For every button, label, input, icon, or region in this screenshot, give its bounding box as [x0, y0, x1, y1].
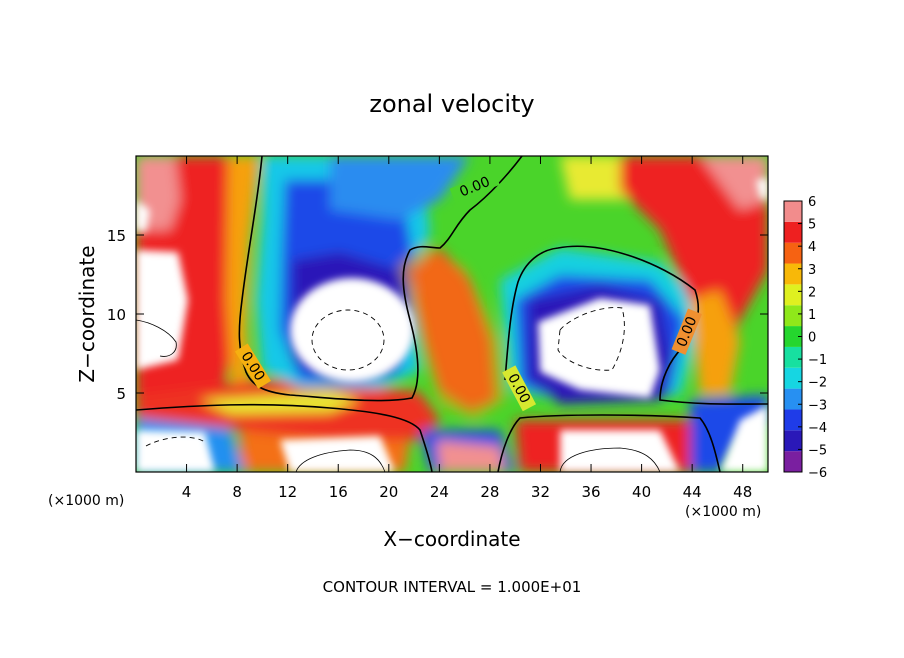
y-tick-label: 10 [107, 306, 126, 324]
contour-dashed-right-vortex [557, 307, 625, 371]
colorbar-swatch [784, 201, 802, 222]
contour-interval-note: CONTOUR INTERVAL = 1.000E+01 [323, 578, 582, 596]
colorbar-label: 1 [808, 308, 816, 323]
x-unit-right: (×1000 m) [685, 504, 761, 520]
x-tick-label: 4 [182, 483, 192, 501]
colorbar-swatch [784, 430, 802, 452]
white-bottom-left [136, 430, 215, 472]
x-unit-left: (×1000 m) [48, 493, 124, 509]
colorbar-label: 3 [808, 263, 816, 278]
colorbar-swatch [784, 388, 802, 410]
colorbar-swatch [784, 284, 802, 306]
colorbar-label: 6 [808, 195, 816, 210]
field-pink-top-right [700, 156, 768, 210]
x-tick-label: 40 [632, 483, 651, 501]
y-axis: 5 10 15 [107, 227, 768, 403]
thin-contours [136, 319, 661, 472]
white-top-left-edge [136, 200, 150, 232]
colorbar-swatch [784, 409, 802, 431]
contour-thin-bottom-right [559, 447, 661, 472]
contour-thin-left-edge [136, 319, 177, 357]
x-tick-label: 32 [531, 483, 550, 501]
out-of-range-regions [136, 178, 768, 472]
x-tick-label: 16 [329, 483, 348, 501]
contour-dashed-bottom-left [145, 436, 206, 447]
x-axis-label: X−coordinate [383, 527, 520, 551]
field-orange-left-column [226, 156, 260, 395]
y-axis-label: Z−coordinate [75, 245, 99, 382]
white-left-vortex [290, 278, 414, 382]
chart-title: zonal velocity [369, 90, 534, 118]
x-tick-label: 24 [430, 483, 449, 501]
colorbar-swatch [784, 346, 802, 368]
contour-zero-left [238, 156, 523, 402]
y-tick-label: 5 [116, 385, 126, 403]
x-axis: 4 8 12 16 20 24 28 32 36 40 44 48 [182, 156, 752, 501]
contour-zero-lower-right [497, 414, 721, 472]
white-top-right-edge [756, 178, 768, 200]
field-orange-center-column [398, 245, 505, 420]
x-tick-label: 12 [278, 483, 297, 501]
white-bottom-center-left [280, 436, 395, 472]
negative-contours [145, 307, 625, 447]
x-tick-label: 28 [480, 483, 499, 501]
white-right-edge [720, 405, 768, 472]
x-tick-label: 8 [232, 483, 242, 501]
contour-zero-lower [136, 403, 433, 472]
x-tick-label: 36 [581, 483, 600, 501]
colorbar-label: 4 [808, 240, 816, 255]
colorbar-swatch [784, 305, 802, 327]
colorbar-label: 2 [808, 285, 816, 300]
colorbar-label: −4 [808, 421, 827, 436]
colorbar-label: 5 [808, 218, 816, 233]
x-tick-label: 20 [379, 483, 398, 501]
colorbar: −6 −5 −4 −3 −2 −1 0 1 2 3 4 5 6 [783, 195, 827, 481]
y-tick-label: 15 [107, 227, 126, 245]
colorbar-swatch [784, 451, 802, 472]
colorbar-swatch [784, 367, 802, 389]
heatmap-field: 0.00 0.00 0.00 0.00 [136, 156, 768, 472]
colorbar-swatch [784, 326, 802, 347]
field-blue-lower-right-edge [690, 395, 768, 472]
colorbar-swatch [784, 221, 802, 243]
field-blue-top-center [330, 156, 470, 220]
x-tick-label: 48 [733, 483, 752, 501]
zero-contours [136, 156, 768, 472]
contour-dashed-left-vortex [311, 309, 385, 371]
colorbar-label: −3 [808, 398, 827, 413]
contour-zero-right [504, 245, 768, 405]
colorbar-label: −2 [808, 376, 827, 391]
field-orange-right-edge [690, 290, 740, 395]
field-pink-bottom-center [436, 440, 505, 472]
colorbar-label: −1 [808, 353, 827, 368]
colorbar-swatch [784, 242, 802, 264]
colorbar-swatch [784, 263, 802, 285]
x-tick-label: 44 [683, 483, 702, 501]
colorbar-label: −6 [808, 466, 827, 481]
contour-thin-bottom [295, 449, 386, 472]
colorbar-label: 0 [808, 331, 816, 346]
colorbar-label: −5 [808, 443, 827, 458]
white-bottom-right [560, 430, 680, 472]
